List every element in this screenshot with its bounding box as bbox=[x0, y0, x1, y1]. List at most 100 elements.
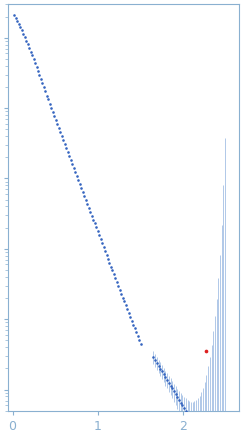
Point bbox=[194, 425, 198, 432]
Point bbox=[129, 313, 132, 320]
Point bbox=[54, 116, 58, 123]
Point bbox=[201, 436, 205, 437]
Point bbox=[100, 239, 104, 246]
Point bbox=[153, 357, 157, 364]
Point bbox=[122, 298, 126, 305]
Point bbox=[170, 385, 174, 392]
Point bbox=[112, 271, 116, 278]
Point bbox=[167, 379, 171, 386]
Point bbox=[120, 290, 123, 297]
Point bbox=[46, 96, 50, 103]
Point bbox=[52, 112, 56, 119]
Point bbox=[118, 286, 122, 293]
Point bbox=[113, 275, 117, 282]
Point bbox=[70, 160, 74, 167]
Point bbox=[133, 325, 137, 332]
Point bbox=[12, 11, 16, 18]
Point bbox=[42, 84, 46, 91]
Point bbox=[30, 52, 34, 59]
Point bbox=[103, 247, 107, 254]
Point bbox=[169, 382, 173, 389]
Point bbox=[84, 196, 88, 203]
Point bbox=[111, 267, 114, 274]
Point bbox=[175, 393, 179, 400]
Point bbox=[130, 317, 134, 324]
Point bbox=[96, 228, 100, 235]
Point bbox=[189, 416, 193, 423]
Point bbox=[97, 232, 101, 239]
Point bbox=[32, 56, 35, 63]
Point bbox=[33, 60, 37, 67]
Point bbox=[64, 144, 68, 151]
Point bbox=[27, 44, 31, 51]
Point bbox=[198, 430, 201, 437]
Point bbox=[41, 80, 44, 87]
Point bbox=[23, 34, 26, 41]
Point bbox=[108, 259, 112, 266]
Point bbox=[39, 76, 43, 83]
Point bbox=[43, 88, 47, 95]
Point bbox=[125, 306, 129, 313]
Point bbox=[35, 64, 38, 71]
Point bbox=[58, 128, 62, 135]
Point bbox=[187, 413, 191, 420]
Point bbox=[204, 348, 208, 355]
Point bbox=[157, 362, 161, 369]
Point bbox=[91, 216, 95, 223]
Point bbox=[196, 427, 200, 434]
Point bbox=[73, 168, 77, 175]
Point bbox=[55, 120, 59, 127]
Point bbox=[181, 402, 184, 409]
Point bbox=[78, 180, 82, 187]
Point bbox=[115, 278, 119, 285]
Point bbox=[75, 172, 79, 179]
Point bbox=[85, 200, 89, 207]
Point bbox=[152, 354, 156, 361]
Point bbox=[21, 30, 25, 37]
Point bbox=[14, 14, 17, 21]
Point bbox=[69, 156, 73, 163]
Point bbox=[160, 368, 164, 375]
Point bbox=[90, 212, 94, 219]
Point bbox=[102, 243, 105, 250]
Point bbox=[192, 422, 196, 429]
Point bbox=[106, 255, 110, 262]
Point bbox=[88, 208, 92, 215]
Point bbox=[165, 377, 169, 384]
Point bbox=[174, 391, 178, 398]
Point bbox=[79, 184, 83, 191]
Point bbox=[57, 124, 61, 131]
Point bbox=[66, 149, 70, 156]
Point bbox=[104, 251, 108, 258]
Point bbox=[72, 164, 76, 171]
Point bbox=[38, 72, 42, 79]
Point bbox=[50, 104, 53, 111]
Point bbox=[76, 177, 80, 184]
Point bbox=[155, 359, 159, 366]
Point bbox=[87, 204, 91, 211]
Point bbox=[24, 37, 28, 44]
Point bbox=[127, 309, 131, 316]
Point bbox=[177, 396, 181, 403]
Point bbox=[67, 153, 71, 160]
Point bbox=[158, 365, 162, 372]
Point bbox=[121, 294, 125, 301]
Point bbox=[81, 188, 85, 195]
Point bbox=[61, 136, 65, 143]
Point bbox=[136, 333, 140, 340]
Point bbox=[45, 92, 49, 99]
Point bbox=[20, 27, 24, 34]
Point bbox=[164, 374, 167, 381]
Point bbox=[186, 410, 190, 417]
Point bbox=[139, 340, 143, 347]
Point bbox=[63, 140, 67, 147]
Point bbox=[184, 408, 188, 415]
Point bbox=[137, 336, 141, 343]
Point bbox=[199, 433, 203, 437]
Point bbox=[131, 321, 135, 328]
Point bbox=[93, 220, 96, 227]
Point bbox=[26, 41, 29, 48]
Point bbox=[15, 17, 19, 24]
Point bbox=[36, 68, 40, 75]
Point bbox=[17, 21, 20, 28]
